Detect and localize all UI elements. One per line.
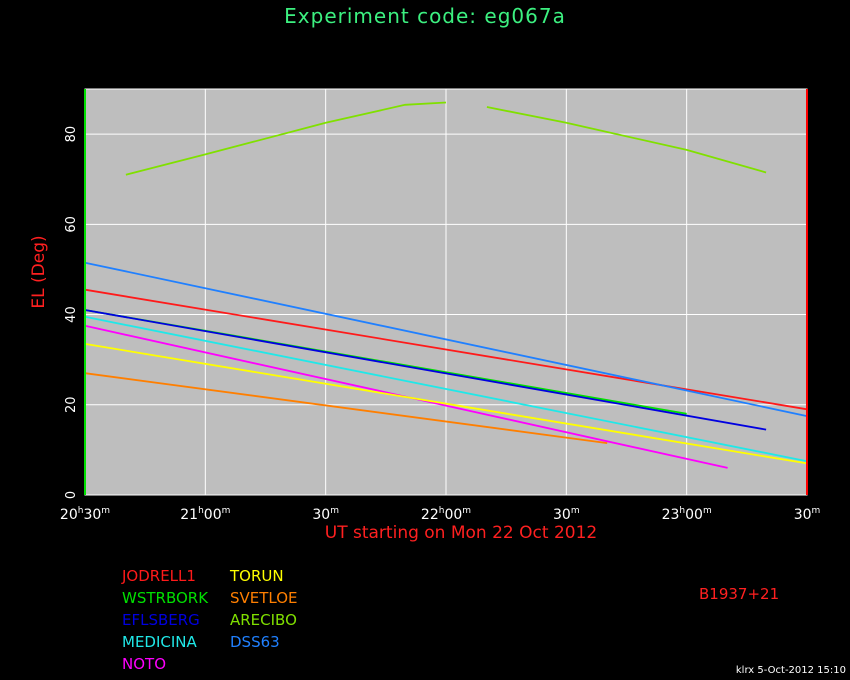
legend-dss63: DSS63 <box>230 633 280 651</box>
x-tick-label: 30m <box>312 506 339 523</box>
series-line-torun <box>84 343 808 465</box>
legend-wstrbork: WSTRBORK <box>122 589 209 607</box>
series-line-svetloe <box>84 372 608 444</box>
x-tick-label: 30m <box>794 506 821 523</box>
legend-svetloe: SVETLOE <box>230 589 298 607</box>
x-axis-label: UT starting on Mon 22 Oct 2012 <box>325 523 597 543</box>
source-label: B1937+21 <box>699 585 780 603</box>
y-tick-label: 0 <box>64 491 79 499</box>
x-tick-label: 30m <box>553 506 580 523</box>
series-line-medicina <box>84 315 808 463</box>
y-tick-label: 20 <box>64 397 79 414</box>
chart-title: Experiment code: eg067a <box>284 4 566 28</box>
legend-medicina: MEDICINA <box>122 633 197 651</box>
legend-torun: TORUN <box>230 567 284 585</box>
legend-jodrell1: JODRELL1 <box>122 567 196 585</box>
x-tick-label: 20h30m <box>60 506 110 523</box>
y-axis-label: EL (Deg) <box>29 235 49 308</box>
legend-arecibo: ARECIBO <box>230 611 297 629</box>
plot-timestamp: klrx 5-Oct-2012 15:10 <box>735 665 846 676</box>
series-line-jodrell1 <box>84 288 808 411</box>
legend-eflsberg: EFLSBERG <box>122 611 200 629</box>
y-tick-label: 80 <box>64 126 79 143</box>
legend-noto: NOTO <box>122 655 166 673</box>
series-line-eflsberg <box>84 309 767 431</box>
series-line-dss63 <box>84 261 808 417</box>
series-line-arecibo <box>486 106 767 174</box>
x-tick-label: 21h00m <box>180 506 230 523</box>
y-tick-label: 60 <box>64 216 79 233</box>
y-tick-label: 40 <box>64 306 79 323</box>
series-line-arecibo <box>125 101 447 176</box>
x-tick-label: 23h00m <box>662 506 712 523</box>
x-tick-label: 22h00m <box>421 506 471 523</box>
